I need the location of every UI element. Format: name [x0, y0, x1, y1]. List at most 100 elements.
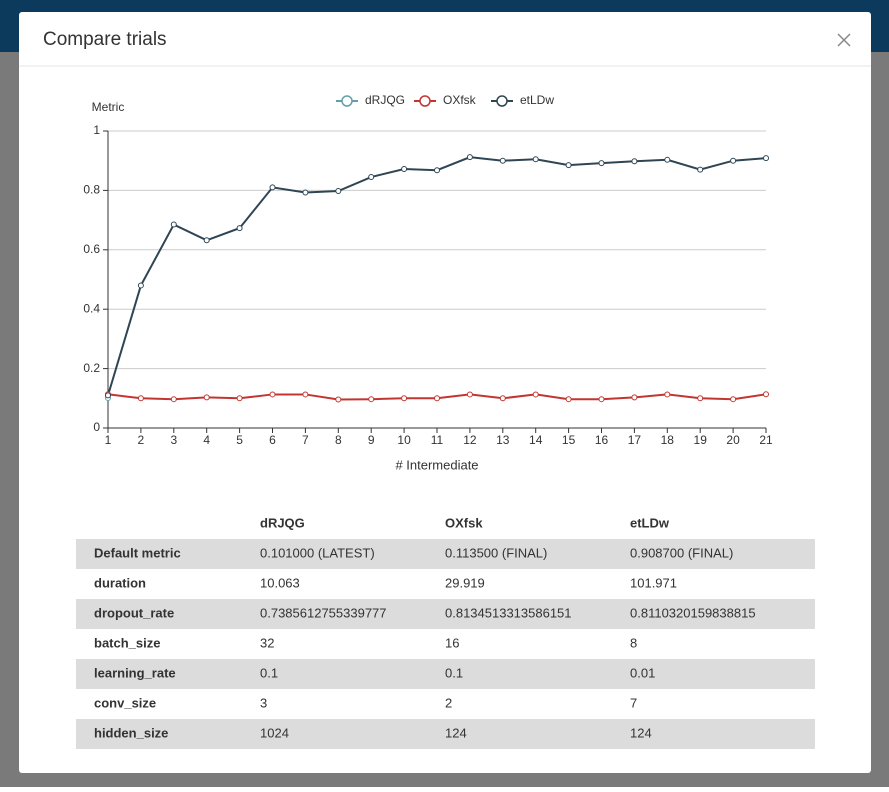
- legend-label: OXfsk: [443, 93, 477, 107]
- x-tick-label: 12: [463, 433, 477, 447]
- table-cell: 7: [630, 695, 637, 710]
- row-label: learning_rate: [94, 665, 176, 680]
- y-tick-label: 1: [93, 123, 100, 137]
- data-point: [335, 187, 342, 194]
- data-point: [236, 225, 243, 232]
- data-point: [335, 396, 342, 403]
- data-point: [598, 396, 605, 403]
- data-point: [532, 391, 539, 398]
- table-row-bg: [76, 599, 815, 629]
- table-cell: 3: [260, 695, 267, 710]
- data-point: [763, 155, 769, 162]
- data-point: [565, 162, 572, 169]
- y-axis-label: Metric: [92, 100, 125, 114]
- y-tick-label: 0.2: [83, 361, 100, 375]
- data-point: [401, 166, 408, 173]
- x-tick-label: 17: [628, 433, 642, 447]
- data-point: [598, 160, 605, 167]
- data-point: [236, 395, 243, 402]
- data-point: [203, 394, 210, 401]
- table-cell: 124: [630, 725, 652, 740]
- row-label: hidden_size: [94, 725, 168, 740]
- x-tick-label: 1: [105, 433, 112, 447]
- x-axis-label: # Intermediate: [395, 457, 478, 472]
- table-cell: 16: [445, 635, 459, 650]
- table-cell: 0.113500 (FINAL): [445, 545, 547, 560]
- table-cell: 0.1: [445, 665, 463, 680]
- x-tick-label: 7: [302, 433, 309, 447]
- table-cell: 124: [445, 725, 467, 740]
- table-cell: 29.919: [445, 575, 485, 590]
- modal: [19, 12, 871, 773]
- data-point: [697, 395, 704, 402]
- x-tick-label: 20: [726, 433, 740, 447]
- y-tick-label: 0.6: [83, 242, 100, 256]
- legend-label: dRJQG: [365, 93, 405, 107]
- row-label: batch_size: [94, 635, 160, 650]
- data-point: [368, 396, 375, 403]
- x-tick-label: 15: [562, 433, 576, 447]
- data-point: [466, 154, 473, 161]
- data-point: [170, 221, 177, 228]
- data-point: [203, 237, 210, 244]
- table-header: OXfsk: [445, 515, 483, 530]
- data-point: [631, 394, 638, 401]
- x-tick-label: 11: [431, 433, 444, 447]
- x-tick-label: 5: [236, 433, 243, 447]
- data-point: [137, 282, 144, 289]
- y-tick-label: 0: [93, 420, 100, 434]
- table-header: dRJQG: [260, 515, 305, 530]
- data-point: [499, 395, 506, 402]
- table-cell: 0.1: [260, 665, 278, 680]
- table-cell: 0.8110320159838815: [630, 605, 756, 620]
- table-cell: 0.01: [630, 665, 655, 680]
- data-point: [401, 395, 408, 402]
- data-point: [664, 156, 671, 163]
- row-label: dropout_rate: [94, 605, 174, 620]
- data-point: [532, 156, 539, 163]
- table-cell: 0.908700 (FINAL): [630, 545, 733, 560]
- table-header: etLDw: [630, 515, 670, 530]
- legend-label: etLDw: [520, 93, 554, 107]
- x-tick-label: 18: [661, 433, 675, 447]
- x-tick-label: 2: [138, 433, 145, 447]
- close-icon[interactable]: [837, 33, 851, 47]
- table-cell: 10.063: [260, 575, 300, 590]
- close-button[interactable]: [832, 28, 856, 52]
- legend-marker: [341, 95, 353, 107]
- row-label: Default metric: [94, 545, 181, 560]
- table-cell: 2: [445, 695, 452, 710]
- table-row-bg: [76, 539, 815, 569]
- table-cell: 0.101000 (LATEST): [260, 545, 375, 560]
- x-tick-label: 3: [170, 433, 177, 447]
- y-tick-label: 0.8: [83, 183, 100, 197]
- row-label: conv_size: [94, 695, 156, 710]
- data-point: [664, 391, 671, 398]
- data-point: [466, 391, 473, 398]
- legend-marker: [419, 95, 431, 107]
- x-tick-label: 9: [368, 433, 375, 447]
- data-point: [434, 395, 440, 402]
- data-point: [697, 166, 704, 173]
- data-point: [368, 174, 375, 181]
- data-point: [170, 396, 177, 403]
- table-cell: 1024: [260, 725, 289, 740]
- data-point: [269, 184, 276, 191]
- x-tick-label: 8: [335, 433, 342, 447]
- data-point: [763, 391, 769, 398]
- data-point: [269, 391, 276, 398]
- data-point: [730, 396, 737, 403]
- data-point: [137, 395, 144, 402]
- data-point: [302, 189, 309, 196]
- row-label: duration: [94, 575, 146, 590]
- x-tick-label: 4: [203, 433, 210, 447]
- x-tick-label: 16: [595, 433, 609, 447]
- table-cell: 0.8134513313586151: [445, 605, 572, 620]
- table-cell: 8: [630, 635, 637, 650]
- data-point: [565, 396, 572, 403]
- x-tick-label: 10: [397, 433, 411, 447]
- data-point: [730, 157, 737, 164]
- x-tick-label: 19: [694, 433, 708, 447]
- x-tick-label: 14: [529, 433, 543, 447]
